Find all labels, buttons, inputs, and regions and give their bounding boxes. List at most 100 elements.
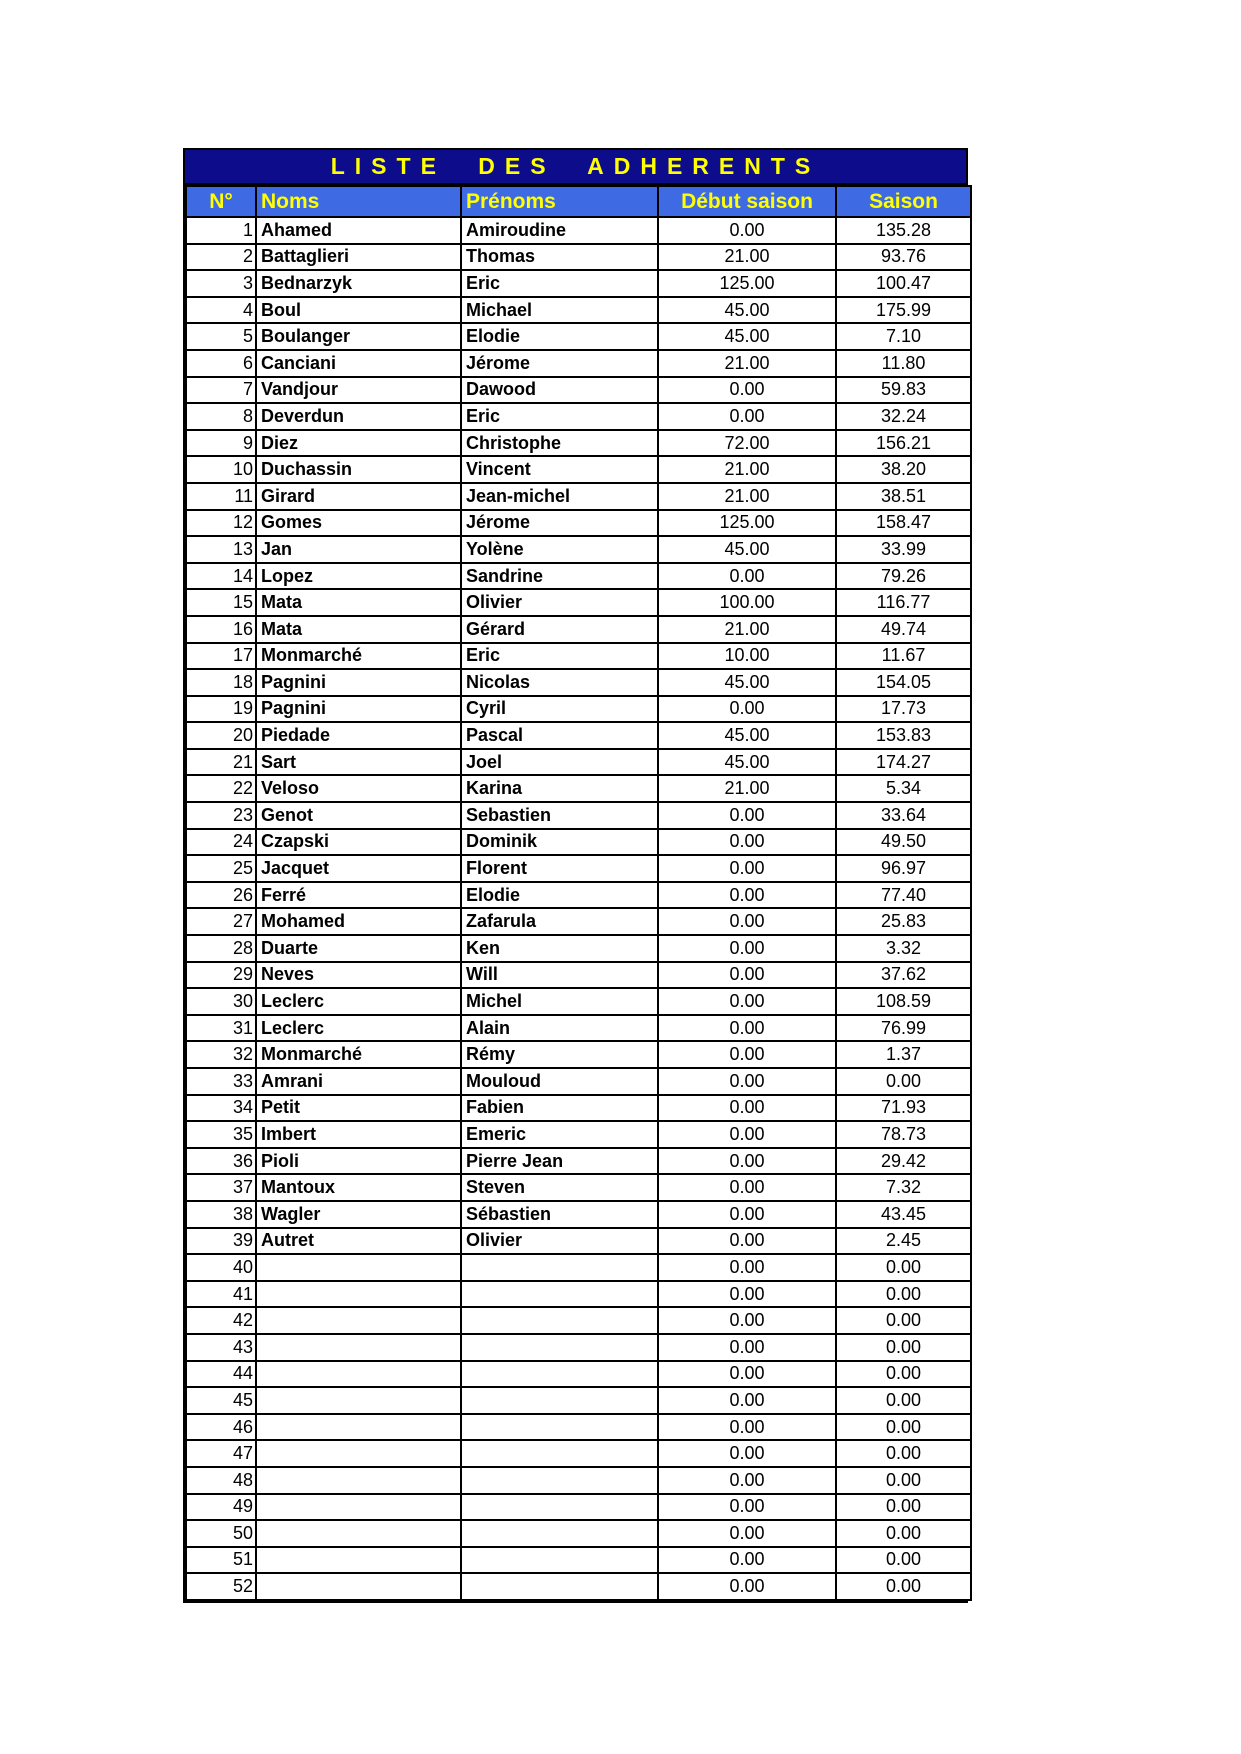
cell-debut-saison: 0.00 — [657, 1226, 837, 1256]
cell-nom — [255, 1545, 462, 1575]
cell-debut-saison: 45.00 — [657, 295, 837, 325]
table-row: 49 0.00 0.00 — [185, 1492, 972, 1522]
table-row: 39 Autret Olivier 0.00 2.45 — [185, 1226, 972, 1256]
cell-debut-saison: 0.00 — [657, 694, 837, 724]
cell-saison: 0.00 — [835, 1279, 972, 1309]
cell-debut-saison: 10.00 — [657, 641, 837, 671]
cell-numero: 50 — [185, 1519, 257, 1548]
table-row: 2 Battaglieri Thomas 21.00 93.76 — [185, 242, 972, 272]
cell-numero: 7 — [185, 375, 257, 405]
cell-nom: Monmarché — [255, 1040, 462, 1069]
cell-nom — [255, 1253, 462, 1282]
cell-saison: 135.28 — [835, 216, 972, 245]
cell-nom: Leclerc — [255, 987, 462, 1016]
cell-prenom: Sebastien — [460, 801, 659, 830]
cell-debut-saison: 21.00 — [657, 614, 837, 644]
cell-debut-saison: 0.00 — [657, 1332, 837, 1362]
cell-saison: 0.00 — [835, 1439, 972, 1468]
cell-nom: Mata — [255, 588, 462, 617]
cell-prenom: Yolène — [460, 535, 659, 564]
cell-nom: Duarte — [255, 934, 462, 963]
cell-saison: 93.76 — [835, 242, 972, 272]
cell-debut-saison: 0.00 — [657, 827, 837, 857]
cell-prenom — [460, 1465, 659, 1495]
cell-debut-saison: 0.00 — [657, 1412, 837, 1442]
cell-numero: 22 — [185, 774, 257, 804]
cell-nom — [255, 1492, 462, 1522]
table-row: 41 0.00 0.00 — [185, 1279, 972, 1309]
cell-prenom: Alain — [460, 1013, 659, 1043]
cell-numero: 51 — [185, 1545, 257, 1575]
cell-prenom: Ken — [460, 934, 659, 963]
cell-numero: 15 — [185, 588, 257, 617]
table-row: 25 Jacquet Florent 0.00 96.97 — [185, 854, 972, 883]
cell-saison: 0.00 — [835, 1519, 972, 1548]
cell-saison: 33.99 — [835, 535, 972, 564]
cell-nom: Pagnini — [255, 668, 462, 697]
table-row: 15 Mata Olivier 100.00 116.77 — [185, 588, 972, 617]
cell-debut-saison: 0.00 — [657, 854, 837, 883]
cell-debut-saison: 0.00 — [657, 561, 837, 591]
cell-debut-saison: 21.00 — [657, 242, 837, 272]
members-table-container: LISTE DES ADHERENTS N° Noms Prénoms Débu… — [183, 148, 972, 1603]
cell-saison: 38.20 — [835, 455, 972, 484]
cell-debut-saison: 0.00 — [657, 934, 837, 963]
cell-saison: 175.99 — [835, 295, 972, 325]
cell-nom — [255, 1279, 462, 1309]
cell-prenom: Pierre Jean — [460, 1146, 659, 1176]
table-row: 46 0.00 0.00 — [185, 1412, 972, 1442]
header-saison: Saison — [835, 185, 972, 218]
cell-numero: 34 — [185, 1093, 257, 1123]
cell-nom: Amrani — [255, 1067, 462, 1096]
cell-prenom: Michel — [460, 987, 659, 1016]
cell-numero: 20 — [185, 721, 257, 750]
cell-nom: Neves — [255, 960, 462, 990]
cell-numero: 40 — [185, 1253, 257, 1282]
table-row: 1 Ahamed Amiroudine 0.00 135.28 — [185, 216, 972, 245]
cell-nom: Czapski — [255, 827, 462, 857]
cell-nom — [255, 1519, 462, 1548]
cell-numero: 3 — [185, 269, 257, 298]
cell-prenom: Rémy — [460, 1040, 659, 1069]
table-row: 19 Pagnini Cyril 0.00 17.73 — [185, 694, 972, 724]
cell-nom: Deverdun — [255, 402, 462, 431]
cell-debut-saison: 21.00 — [657, 774, 837, 804]
cell-debut-saison: 0.00 — [657, 402, 837, 431]
cell-nom: Ferré — [255, 880, 462, 910]
cell-numero: 37 — [185, 1173, 257, 1202]
cell-saison: 79.26 — [835, 561, 972, 591]
cell-numero: 13 — [185, 535, 257, 564]
table-body: 1 Ahamed Amiroudine 0.00 135.28 2 Battag… — [185, 216, 972, 1601]
cell-nom: Pioli — [255, 1146, 462, 1176]
cell-debut-saison: 21.00 — [657, 348, 837, 378]
cell-nom — [255, 1306, 462, 1335]
cell-prenom: Elodie — [460, 880, 659, 910]
cell-prenom — [460, 1412, 659, 1442]
table-row: 14 Lopez Sandrine 0.00 79.26 — [185, 561, 972, 591]
cell-debut-saison: 0.00 — [657, 1386, 837, 1415]
table-title-bar: LISTE DES ADHERENTS — [185, 150, 966, 185]
cell-numero: 38 — [185, 1199, 257, 1229]
header-noms: Noms — [255, 185, 462, 218]
cell-numero: 26 — [185, 880, 257, 910]
cell-prenom: Sébastien — [460, 1199, 659, 1229]
cell-nom: Piedade — [255, 721, 462, 750]
cell-numero: 31 — [185, 1013, 257, 1043]
cell-debut-saison: 45.00 — [657, 668, 837, 697]
cell-saison: 108.59 — [835, 987, 972, 1016]
cell-debut-saison: 0.00 — [657, 1093, 837, 1123]
cell-saison: 100.47 — [835, 269, 972, 298]
cell-prenom — [460, 1572, 659, 1601]
cell-nom: Boul — [255, 295, 462, 325]
cell-saison: 0.00 — [835, 1332, 972, 1362]
cell-saison: 49.50 — [835, 827, 972, 857]
table-row: 34 Petit Fabien 0.00 71.93 — [185, 1093, 972, 1123]
cell-prenom — [460, 1545, 659, 1575]
table-row: 27 Mohamed Zafarula 0.00 25.83 — [185, 907, 972, 937]
cell-saison: 174.27 — [835, 747, 972, 777]
cell-numero: 10 — [185, 455, 257, 484]
table-row: 37 Mantoux Steven 0.00 7.32 — [185, 1173, 972, 1202]
cell-prenom — [460, 1519, 659, 1548]
cell-prenom: Florent — [460, 854, 659, 883]
